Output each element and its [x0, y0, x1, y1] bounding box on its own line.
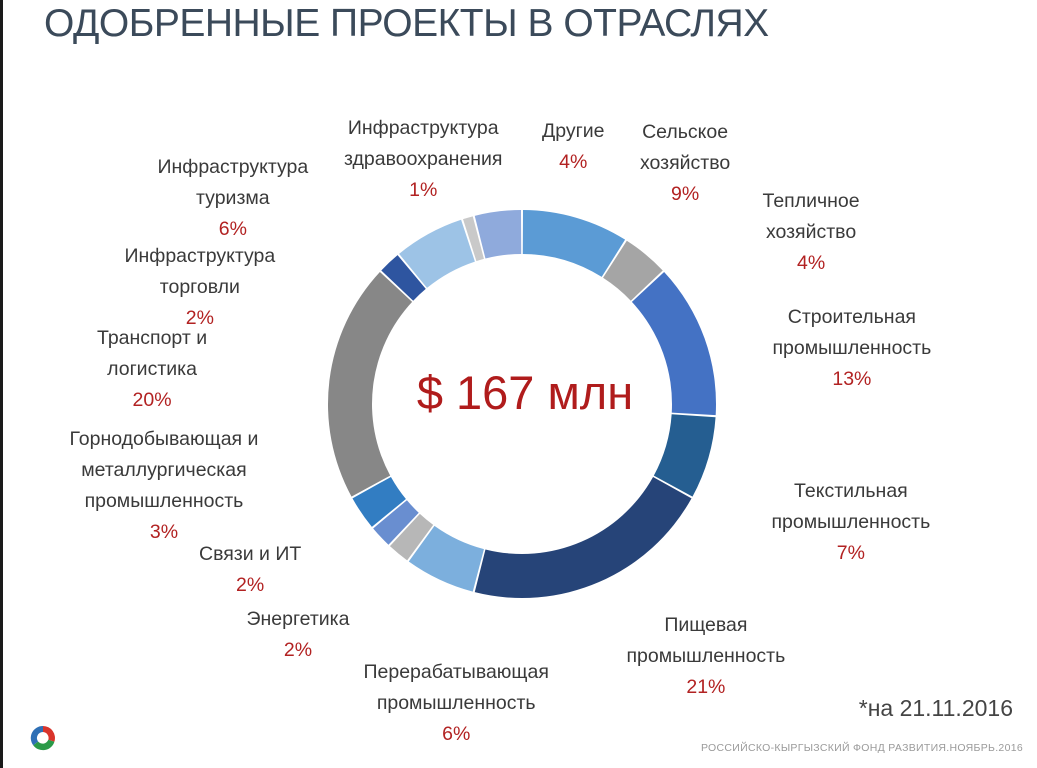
slice-label-name-line: торговли — [159, 276, 240, 298]
donut-slice-12 — [399, 219, 475, 288]
slice-label-name-line: Горнодобывающая и — [69, 428, 259, 450]
slice-label-name-line: Тепличное — [762, 190, 860, 212]
slice-label-11: Инфраструктура торговли 2% — [125, 241, 276, 334]
donut-slice-3 — [631, 271, 716, 416]
slice-label-percent: 6% — [442, 723, 471, 745]
slice-label-name-line: Текстильная — [794, 480, 908, 502]
fund-logo-icon — [30, 725, 55, 751]
donut-slice-10 — [328, 271, 413, 497]
slice-label-percent: 6% — [218, 218, 247, 240]
slice-label-name-line: Строительная — [787, 306, 916, 328]
slice-label-name-line: логистика — [107, 358, 197, 380]
slice-label-7: Энергетика 2% — [247, 604, 350, 666]
footer-text: РОССИЙСКО-КЫРГЫЗСКИЙ ФОНД РАЗВИТИЯ.НОЯБР… — [700, 742, 1023, 754]
donut-slice-5 — [474, 476, 692, 598]
slice-label-name-line: хозяйство — [640, 152, 731, 174]
slice-label-name-line: Инфраструктура — [157, 156, 309, 178]
slice-label-name-line: Связи и ИТ — [199, 543, 302, 565]
slice-label-12: Инфраструктура туризма 6% — [158, 152, 309, 245]
slice-label-percent: 21% — [686, 676, 726, 698]
slice-label-percent: 7% — [836, 542, 865, 564]
donut-slice-11 — [381, 255, 426, 301]
slice-label-3: Строительная промышленность 13% — [773, 302, 932, 395]
slice-label-name-line: промышленность — [772, 337, 932, 359]
slice-label-5: Пищевая промышленность 21% — [627, 610, 786, 703]
slice-label-name-line: Инфраструктура — [347, 117, 499, 139]
slice-label-name-line: Энергетика — [246, 608, 350, 630]
page-title: ОДОБРЕННЫЕ ПРОЕКТЫ В ОТРАСЛЯХ — [44, 2, 769, 45]
slice-label-percent: 20% — [132, 389, 172, 411]
slice-label-percent: 2% — [283, 639, 313, 661]
slice-label-percent: 13% — [832, 368, 872, 390]
slice-label-name-line: хозяйство — [765, 221, 857, 243]
date-note: *на 21.11.2016 — [858, 695, 1013, 721]
slice-label-percent: 2% — [185, 307, 214, 329]
slice-label-6: Перерабатывающая промышленность 6% — [364, 657, 549, 750]
slice-label-name-line: Пищевая — [664, 614, 748, 636]
donut-slice-1 — [522, 210, 626, 277]
center-total-label: $ 167 млн — [416, 366, 634, 419]
slice-label-name-line: Перерабатывающая — [363, 661, 549, 683]
slice-label-name-line: промышленность — [626, 645, 786, 667]
donut-slice-8 — [373, 500, 419, 545]
slice-label-percent: 4% — [559, 151, 588, 173]
slice-label-name-line: Транспорт и — [97, 327, 208, 349]
slice-label-10: Транспорт и логистика 20% — [97, 323, 207, 416]
donut-slice-9 — [352, 476, 406, 527]
donut-slice-7 — [389, 513, 434, 561]
slice-label-name-line: промышленность — [771, 511, 931, 533]
slice-label-name-line: металлургическая — [81, 459, 247, 481]
slice-label-name-line: промышленность — [84, 490, 244, 512]
slice-label-2: Тепличное хозяйство 4% — [763, 186, 860, 279]
donut-slice-13 — [463, 216, 484, 262]
slice-label-percent: 3% — [149, 521, 179, 543]
slice-label-9: Горнодобывающая и металлургическая промышл… — [70, 424, 259, 548]
slice-label-name-line: промышленность — [376, 692, 536, 714]
slice-label-1: Сельское хозяйство 9% — [640, 117, 730, 210]
slice-label-name-line: Инфраструктура — [124, 245, 276, 267]
slice-label-4: Текстильная промышленность 7% — [772, 476, 931, 569]
slice-label-13: Инфраструктура здравоохранения 1% — [344, 113, 502, 206]
slice-label-percent: 1% — [409, 179, 438, 201]
donut-slice-14 — [474, 210, 522, 259]
donut-slice-2 — [603, 240, 663, 301]
left-edge-bar — [0, 0, 3, 768]
slice-label-name-line: туризма — [196, 187, 270, 209]
slice-label-14: Другие 4% — [542, 116, 604, 178]
slice-label-percent: 2% — [236, 574, 265, 596]
donut-slice-4 — [653, 414, 716, 497]
donut-slice-6 — [408, 525, 484, 592]
slice-label-percent: 4% — [796, 252, 826, 274]
slice-label-name-line: Другие — [542, 120, 605, 142]
slice-label-name-line: Сельское — [642, 121, 729, 143]
slice-label-name-line: здравоохранения — [344, 148, 503, 170]
slice-label-percent: 9% — [671, 183, 700, 205]
slice-label-8: Связи и ИТ 2% — [199, 539, 301, 601]
